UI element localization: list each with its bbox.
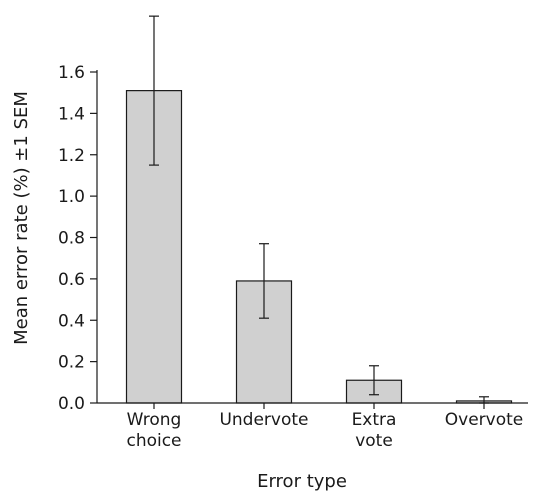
- y-tick-label: 1.0: [58, 187, 85, 207]
- y-tick-label: 0.4: [58, 311, 85, 331]
- y-tick-group: 0.0 0.2 0.4 0.6 0.8 1.0 1.2 1.4 1.6: [58, 63, 97, 414]
- y-tick-label: 0.8: [58, 229, 85, 249]
- y-axis-title: Mean error rate (%) ±1 SEM: [11, 91, 32, 345]
- error-bar: [259, 243, 269, 319]
- y-tick-label: 0.0: [58, 394, 85, 414]
- error-bar-group: [149, 15, 489, 404]
- error-bar: [369, 365, 379, 396]
- x-category-group: Wrong choice Undervote Extra vote Overvote: [126, 403, 523, 451]
- y-tick-label: 1.4: [58, 104, 85, 124]
- y-tick-label: 1.2: [58, 146, 85, 166]
- bar-group: [125, 90, 513, 404]
- x-category-label: Overvote: [445, 410, 523, 430]
- x-category-label: Undervote: [219, 410, 308, 430]
- y-tick-label: 0.2: [58, 353, 85, 373]
- x-category-label: Wrong choice: [126, 410, 181, 451]
- x-category-label: Extra vote: [352, 410, 397, 451]
- y-tick-label: 0.6: [58, 270, 85, 290]
- x-axis-title: Error type: [257, 471, 347, 492]
- error-bar: [149, 15, 159, 166]
- y-tick-label: 1.6: [58, 63, 85, 83]
- axes: [96, 70, 528, 404]
